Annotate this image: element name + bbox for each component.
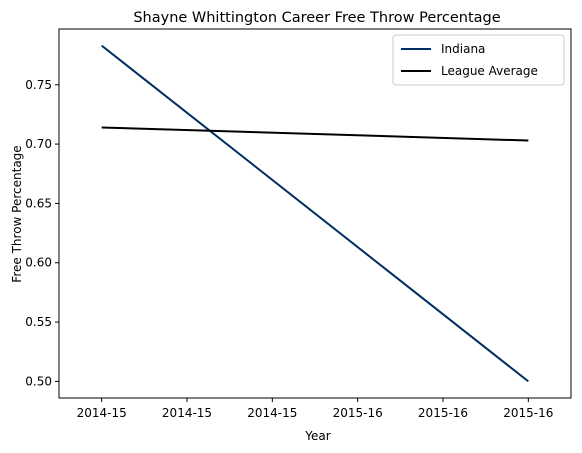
y-tick-label: 0.55 <box>25 315 52 329</box>
y-tick-label: 0.50 <box>25 374 52 388</box>
chart-title: Shayne Whittington Career Free Throw Per… <box>133 10 500 26</box>
x-tick-label: 2014-15 <box>77 406 127 420</box>
legend-label: League Average <box>441 64 538 78</box>
x-tick-label: 2015-16 <box>418 406 468 420</box>
y-axis: 0.50 0.55 0.60 0.65 0.70 0.75 <box>25 78 59 388</box>
y-tick-label: 0.60 <box>25 256 52 270</box>
y-axis-title: Free Throw Percentage <box>10 145 24 282</box>
y-tick-label: 0.65 <box>25 196 52 210</box>
x-axis: 2014-15 2014-15 2014-15 2015-16 2015-16 2015-… <box>77 398 553 420</box>
x-axis-title: Year <box>304 429 330 443</box>
x-tick-label: 2014-15 <box>162 406 212 420</box>
y-tick-label: 0.70 <box>25 137 52 151</box>
series-line-indiana <box>101 44 529 383</box>
legend-label: Indiana <box>441 42 485 56</box>
x-tick-label: 2015-16 <box>333 406 383 420</box>
legend: Indiana League Average <box>392 34 565 86</box>
x-tick-label: 2015-16 <box>503 406 553 420</box>
y-tick-label: 0.75 <box>25 78 52 92</box>
legend-box <box>392 34 565 86</box>
series-line-league-average <box>101 126 529 142</box>
x-tick-label: 2014-15 <box>247 406 297 420</box>
plot-area <box>58 28 572 399</box>
series-lines <box>101 44 529 383</box>
